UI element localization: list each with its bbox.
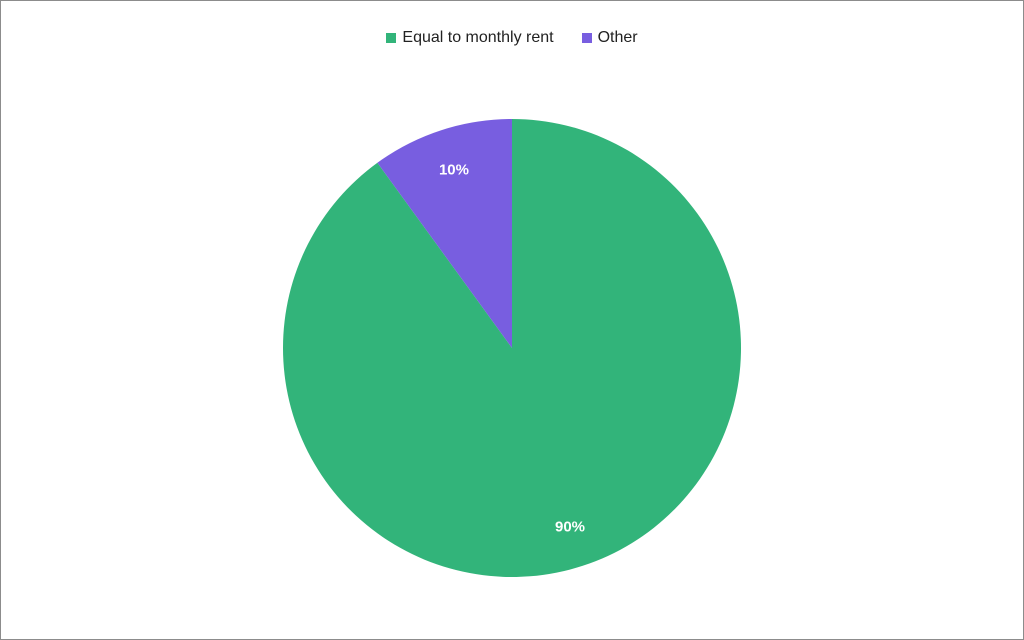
data-label: 10%	[439, 161, 469, 178]
legend-label: Other	[597, 29, 638, 46]
pie-slice-other	[377, 119, 512, 348]
legend-item-equal-to-monthly-rent: Equal to monthly rent	[386, 29, 554, 47]
legend-item-other: Other	[581, 29, 638, 47]
legend: Equal to monthly rent Other	[0, 29, 1024, 47]
legend-swatch	[386, 33, 397, 43]
legend-label: Equal to monthly rent	[402, 29, 554, 46]
legend-swatch	[581, 33, 592, 43]
data-label: 90%	[555, 519, 585, 536]
